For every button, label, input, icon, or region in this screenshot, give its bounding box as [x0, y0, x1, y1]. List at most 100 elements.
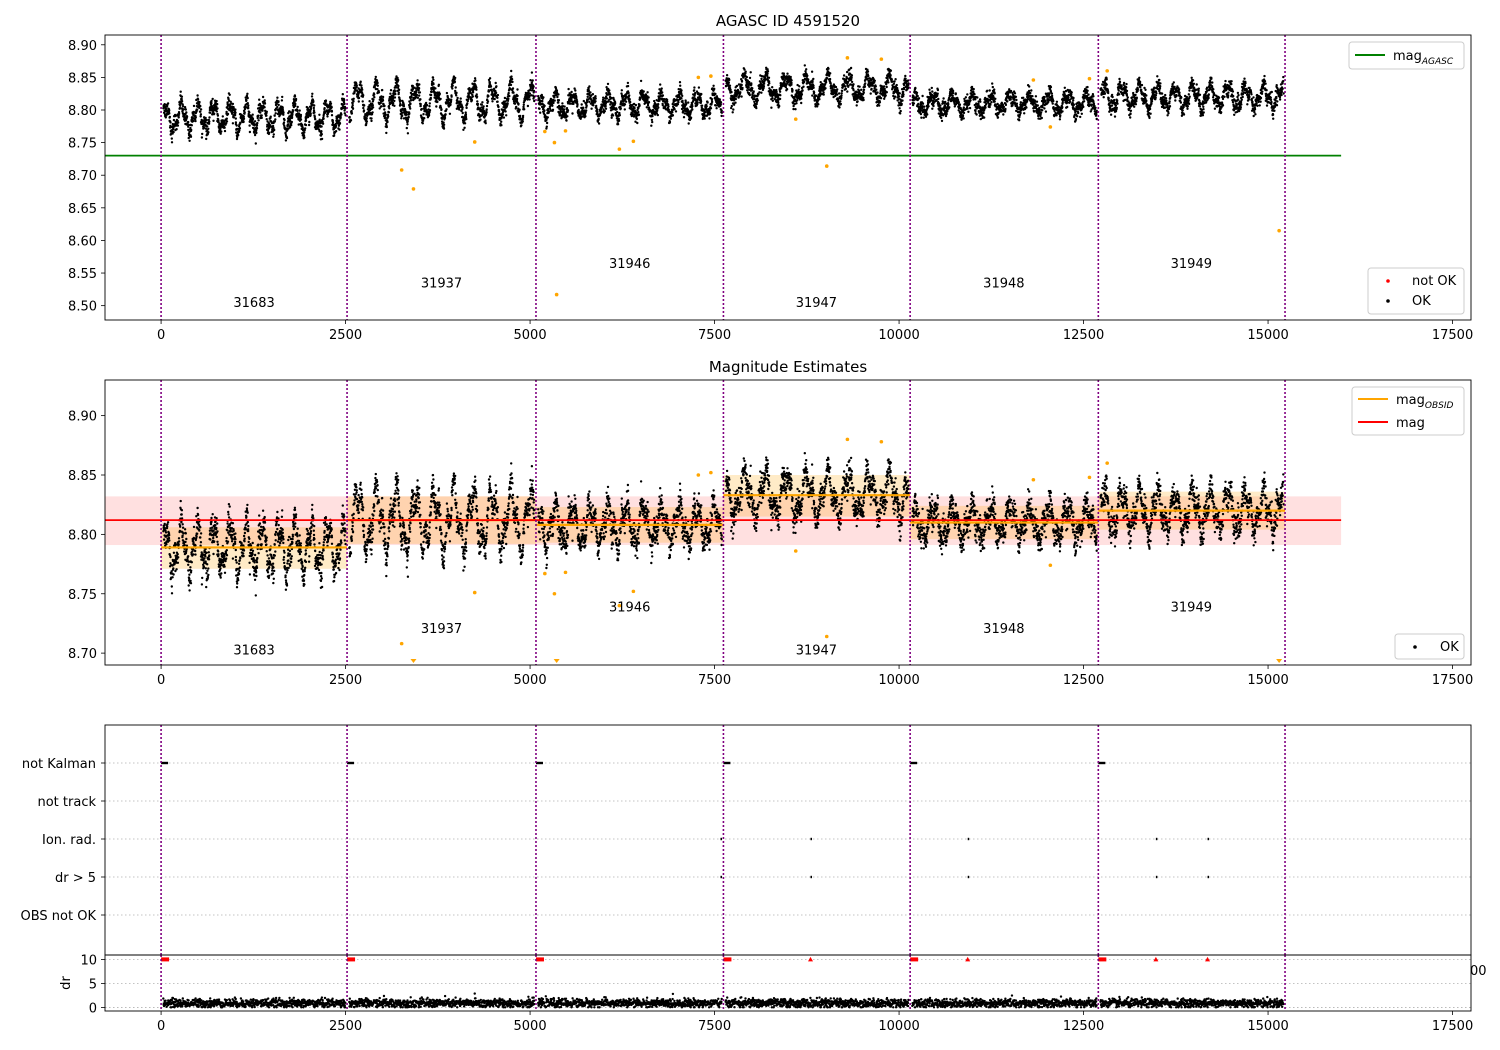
flag-point	[347, 761, 355, 765]
flag-point	[1155, 875, 1158, 879]
outlier-point	[552, 591, 557, 596]
below-limit-marker	[553, 659, 560, 663]
flag-category-label: OBS not OK	[21, 909, 97, 924]
x-tick-label: 0	[157, 1019, 165, 1034]
outlier-point	[563, 570, 568, 575]
flag-point	[535, 761, 543, 765]
legend-ok2-marker	[1413, 645, 1417, 649]
outlier-point	[399, 168, 404, 172]
x-tick-label: 5000	[514, 673, 547, 688]
legend-notok-marker	[1386, 279, 1390, 283]
x-tick-label: 12500	[1063, 328, 1104, 343]
y-tick-label: 8.80	[68, 104, 97, 119]
outlier-point	[696, 473, 701, 477]
panel-agasc-title: AGASC ID 4591520	[716, 12, 860, 30]
clipped-tick-label: 00	[1470, 964, 1487, 979]
y-tick-label: 5	[89, 977, 97, 992]
flag-point	[720, 837, 722, 841]
outlier-point	[709, 470, 713, 475]
x-tick-label: 17500	[1432, 328, 1473, 343]
y-tick-label: 8.70	[68, 169, 97, 184]
dr-capped-marker	[347, 957, 356, 962]
x-tick-label: 15000	[1247, 328, 1288, 343]
panel-magnitude-frame	[104, 379, 1472, 666]
y-tick-label: 8.85	[68, 71, 97, 86]
outlier-point	[1048, 563, 1053, 568]
panel-agasc-scatter	[162, 56, 1285, 297]
outlier-point	[631, 589, 636, 594]
outlier-point	[631, 139, 636, 144]
y-tick-label: 8.90	[68, 39, 97, 54]
dr-capped-marker	[808, 956, 814, 962]
outlier-point	[617, 603, 622, 608]
below-limit-marker	[1276, 659, 1283, 663]
panel-magnitude-title: Magnitude Estimates	[709, 358, 867, 376]
dr-point	[1010, 994, 1014, 997]
outlier-point	[472, 140, 477, 144]
y-tick-label: 8.70	[68, 647, 97, 662]
obsid-label: 31948	[983, 622, 1024, 637]
dr-capped-marker	[723, 957, 732, 962]
legend-ok-label: OK	[1412, 294, 1431, 309]
panel-agasc-frame	[104, 34, 1472, 321]
x-tick-label: 0	[157, 328, 165, 343]
legend-mag: magOBSID mag	[1351, 386, 1465, 436]
x-tick-label: 5000	[514, 1019, 547, 1034]
x-tick-label: 10000	[878, 1019, 919, 1034]
outlier-point	[472, 590, 477, 595]
dr-capped-marker	[1205, 956, 1211, 962]
obsid-label: 31683	[233, 296, 274, 311]
outlier-point	[552, 140, 557, 145]
flag-category-label: not Kalman	[22, 757, 96, 772]
dr-capped-marker	[1098, 957, 1107, 962]
flag-point	[810, 875, 813, 879]
outlier-point	[1105, 69, 1109, 73]
flag-point	[967, 875, 970, 879]
outlier-point	[879, 57, 884, 61]
panel-flags-frame	[104, 724, 1472, 956]
obsid-label: 31947	[796, 643, 837, 658]
dr-capped-marker	[1153, 956, 1159, 962]
dr-capped-marker	[910, 957, 919, 962]
dr-point	[382, 994, 386, 998]
y-tick-label: 8.75	[68, 588, 97, 603]
x-tick-label: 2500	[329, 1019, 362, 1034]
legend-status: not OK OK	[1367, 267, 1465, 315]
legend-ok: OK	[1394, 633, 1465, 660]
flag-point	[1155, 837, 1158, 841]
flag-point	[161, 761, 169, 765]
ok-points	[162, 64, 1285, 145]
flag-category-label: not track	[37, 795, 96, 810]
dr-point	[751, 996, 755, 1000]
dr-capped-marker	[535, 957, 544, 962]
x-tick-label: 2500	[329, 328, 362, 343]
y-tick-label: 0	[89, 1002, 97, 1017]
outlier-point	[845, 56, 850, 60]
outlier-point	[696, 75, 701, 80]
outlier-point	[563, 129, 568, 133]
x-tick-label: 5000	[514, 328, 547, 343]
outlier-point	[879, 439, 884, 444]
y-tick-label: 8.55	[68, 267, 97, 282]
outlier-point	[1031, 78, 1036, 82]
x-tick-label: 17500	[1432, 1019, 1473, 1034]
flag-category-label: Ion. rad.	[42, 833, 96, 848]
flag-point	[723, 761, 731, 765]
x-tick-label: 0	[157, 673, 165, 688]
outlier-point	[1031, 477, 1036, 482]
obsid-label: 31949	[1171, 257, 1212, 272]
outlier-point	[824, 634, 829, 639]
legend-agasc-label: magAGASC	[1393, 49, 1454, 67]
x-tick-label: 7500	[698, 328, 731, 343]
outlier-point	[617, 147, 622, 151]
panel-dr: 0 2500 5000 7500 10000 12500 15000 17500 0 5 10 dr…	[59, 953, 1487, 1034]
outlier-point	[1087, 475, 1092, 480]
obsid-label: 31948	[983, 276, 1024, 291]
panel-agasc: 31683 31937 31946 31947 31948 31949 0 2500 5000…	[68, 12, 1473, 343]
outlier-point	[793, 117, 798, 121]
outlier-point	[411, 187, 416, 191]
ok-points	[162, 452, 1285, 597]
below-limit-marker	[410, 659, 417, 663]
y-tick-label: 8.85	[68, 469, 97, 484]
